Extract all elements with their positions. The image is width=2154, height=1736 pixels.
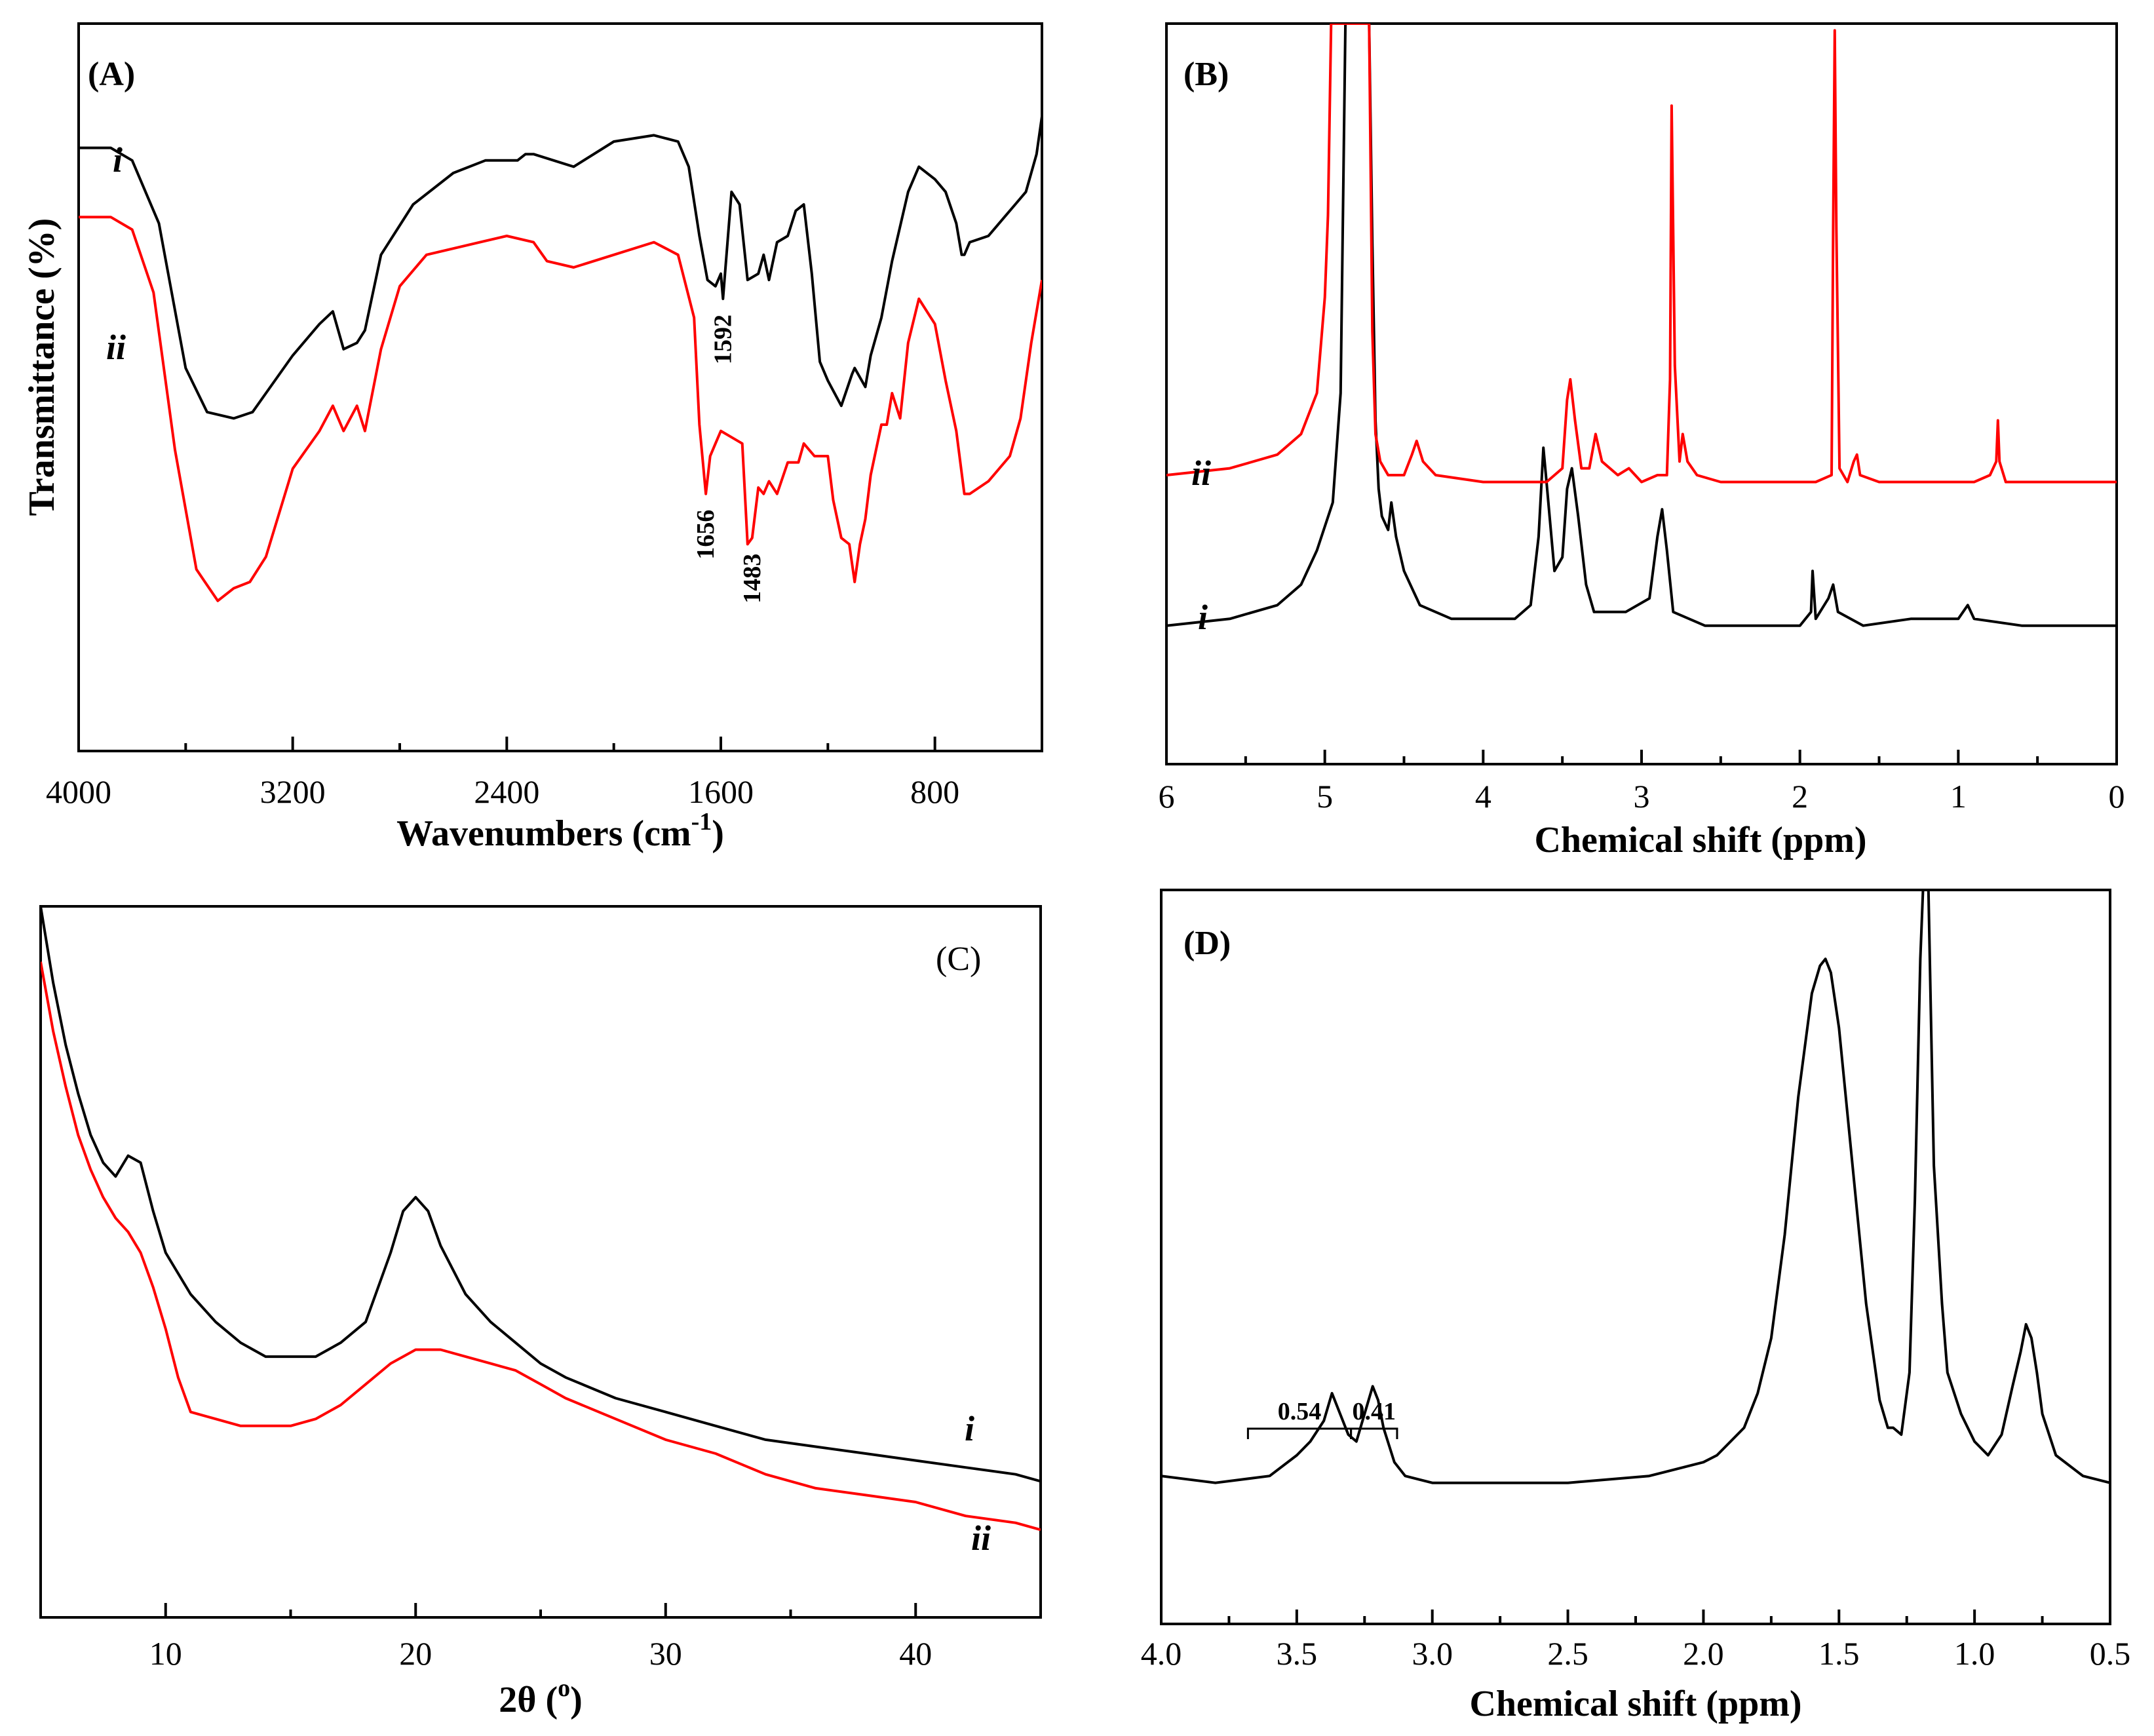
panel-a-x-tick-label: 1600	[688, 773, 754, 810]
panel-b-x-tick-label: 1	[1950, 778, 1967, 815]
panel-a-frame	[77, 22, 1043, 752]
panel-d-series-i-line	[1161, 890, 2110, 1484]
panel-b-x-axis-label: Chemical shift (ppm)	[1534, 820, 1866, 860]
panel-a-x-tick-label: 800	[910, 773, 959, 810]
panel-d-x-ticks: 4.0 3.5 3.0 2.5 2.0 1.5 1.0 0.5	[1141, 1610, 2131, 1672]
panel-d-integration-bracket	[1246, 1427, 1353, 1439]
panel-c-plot	[41, 906, 1041, 1532]
panel-a-x-tick-label: 3200	[260, 773, 326, 810]
panel-b-x-tick-label: 2	[1792, 778, 1808, 815]
panel-a-x-axis-label: Wavenumbers (cm-1)	[396, 808, 724, 854]
panel-a: (A) 4000 3200 2400 1600 800 Wavenumbers (cm-…	[22, 22, 1043, 854]
panel-c-x-tick-label: 30	[649, 1635, 682, 1672]
panel-d-x-tick-label: 3.0	[1412, 1635, 1453, 1672]
panel-d: (D) 4.0 3.5 3.0 2.5 2.0 1.5 1.0 0.5 Chemical sh…	[1141, 889, 2131, 1724]
panel-a-series-i-line	[79, 116, 1042, 420]
panel-b-x-ticks: 6 5 4 3 2 1 0	[1159, 750, 2125, 815]
panel-c-series-i-label: i	[965, 1409, 974, 1448]
panel-c-label: (C)	[936, 940, 981, 978]
panel-b-x-tick-label: 6	[1159, 778, 1175, 815]
panel-b-x-tick-label: 0	[2109, 778, 2125, 815]
panel-c-frame	[39, 905, 1042, 1619]
panel-c: (C) 10 20 30 40 2θ (o) i ii	[39, 905, 1042, 1720]
panel-d-x-tick-label: 0.5	[2090, 1635, 2131, 1672]
panel-d-label: (D)	[1183, 925, 1231, 962]
panel-d-integration-value: 0.54	[1278, 1398, 1322, 1425]
panel-c-series-i-line	[41, 906, 1041, 1483]
panel-d-x-tick-label: 3.5	[1277, 1635, 1318, 1672]
panel-a-y-axis-label: Transmittance (%)	[22, 218, 62, 516]
panel-a-series-ii-label: ii	[106, 328, 126, 367]
panel-d-x-tick-label: 2.0	[1683, 1635, 1724, 1672]
panel-a-x-ticks: 4000 3200 2400 1600 800	[46, 737, 959, 810]
panel-c-x-tick-label: 10	[149, 1635, 182, 1672]
panel-a-series-ii-line	[79, 216, 1042, 602]
panel-b-series-i-line	[1166, 24, 2117, 627]
panel-d-plot: 0.54 0.41	[1161, 890, 2110, 1484]
panel-d-integration-bracket	[1350, 1427, 1398, 1439]
panel-b-series-i-label: i	[1198, 598, 1208, 637]
panel-a-x-tick-label: 2400	[474, 773, 539, 810]
panel-c-x-axis-label: 2θ (o)	[499, 1674, 583, 1720]
panel-d-x-tick-label: 1.5	[1818, 1635, 1860, 1672]
panel-c-series-ii-line	[41, 961, 1041, 1532]
panel-a-series-i-label: i	[113, 140, 123, 180]
panel-b-frame	[1165, 22, 2118, 765]
panel-c-series-ii-label: ii	[971, 1518, 991, 1558]
panel-c-x-ticks: 10 20 30 40	[149, 1603, 932, 1672]
panel-d-x-axis-label: Chemical shift (ppm)	[1469, 1684, 1801, 1724]
panel-d-integration-value: 0.41	[1353, 1398, 1396, 1425]
panel-b-x-tick-label: 4	[1475, 778, 1491, 815]
panel-a-peak-annotation: 1656	[692, 510, 720, 560]
panel-b-series-ii-label: ii	[1191, 453, 1211, 493]
panel-a-x-tick-label: 4000	[46, 773, 111, 810]
panel-c-x-tick-label: 20	[399, 1635, 432, 1672]
panel-c-x-tick-label: 40	[899, 1635, 932, 1672]
panel-d-frame	[1160, 889, 2111, 1625]
panel-b-x-tick-label: 3	[1634, 778, 1650, 815]
panel-d-x-tick-label: 1.0	[1954, 1635, 1995, 1672]
panel-a-peak-annotation: 1592	[709, 315, 737, 364]
panel-b-label: (B)	[1183, 56, 1229, 93]
panel-b-plot	[1166, 24, 2117, 627]
panel-a-label: (A)	[88, 56, 135, 93]
panel-d-x-tick-label: 4.0	[1141, 1635, 1182, 1672]
panel-a-peak-annotation: 1483	[739, 554, 766, 604]
panel-b: (B) 6 5 4 3 2 1 0 Chemical shift (ppm) ii i	[1159, 22, 2125, 860]
panel-d-x-tick-label: 2.5	[1547, 1635, 1588, 1672]
panel-b-x-tick-label: 5	[1317, 778, 1333, 815]
panel-b-series-ii-line	[1166, 24, 2117, 484]
panel-a-plot: 1592 1656 1483	[79, 116, 1042, 604]
